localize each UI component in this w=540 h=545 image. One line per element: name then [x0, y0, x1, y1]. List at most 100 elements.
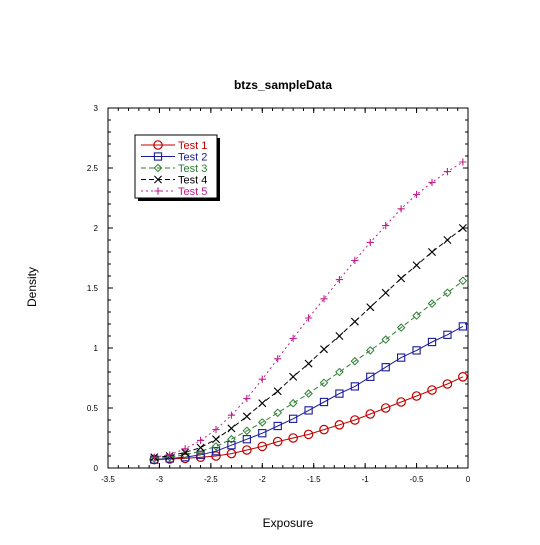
- data-point: [273, 421, 282, 431]
- data-point: [304, 359, 313, 368]
- legend-item: Test 4: [141, 175, 207, 187]
- y-tick-label: 2.5: [87, 164, 99, 173]
- data-point: [227, 424, 236, 433]
- legend-marker: [154, 187, 162, 195]
- x-tick-label: -0.5: [410, 475, 424, 484]
- chart-title: btzs_sampleData: [234, 78, 332, 92]
- data-point: [181, 445, 189, 453]
- data-point: [350, 415, 360, 425]
- y-tick-label: 3: [94, 104, 99, 113]
- data-point: [288, 433, 298, 443]
- data-point: [320, 345, 328, 354]
- data-point: [458, 322, 468, 331]
- legend-label: Test 1: [178, 140, 207, 152]
- series-2: [150, 322, 468, 464]
- data-point: [412, 190, 421, 198]
- series-line: [154, 376, 464, 461]
- data-point: [412, 311, 421, 320]
- data-point: [397, 274, 406, 283]
- y-tick-label: 0: [94, 464, 99, 473]
- data-point: [443, 330, 452, 339]
- data-point: [319, 378, 329, 388]
- legend-item: Test 3: [141, 163, 207, 175]
- data-point: [443, 236, 452, 244]
- y-tick-label: 2: [94, 224, 99, 233]
- data-point: [443, 288, 452, 298]
- data-point: [150, 453, 158, 461]
- x-tick-label: -3.5: [101, 475, 115, 484]
- data-point: [350, 317, 359, 326]
- data-point: [365, 409, 376, 419]
- data-point: [459, 158, 467, 166]
- data-point: [243, 394, 251, 402]
- y-axis-label: Density: [25, 267, 39, 307]
- data-point: [335, 367, 344, 377]
- data-point: [227, 434, 236, 444]
- data-point: [427, 385, 437, 395]
- data-point: [258, 429, 267, 438]
- data-point: [242, 445, 252, 455]
- data-point: [380, 403, 391, 413]
- data-point: [242, 435, 252, 444]
- data-point: [366, 238, 374, 246]
- data-point: [334, 419, 345, 430]
- y-tick-label: 1: [94, 344, 99, 353]
- data-point: [412, 261, 421, 270]
- legend-label: Test 4: [178, 175, 207, 187]
- data-point: [335, 276, 344, 284]
- data-point: [289, 334, 297, 342]
- y-tick-label: 0.5: [87, 404, 99, 413]
- data-point: [212, 435, 220, 444]
- data-point: [211, 447, 221, 456]
- data-point: [382, 222, 390, 230]
- data-point: [196, 436, 205, 444]
- data-point: [381, 288, 390, 297]
- data-point: [257, 418, 267, 427]
- data-point: [365, 346, 375, 355]
- data-point: [366, 303, 375, 312]
- legend-label: Test 2: [178, 152, 207, 164]
- x-tick-label: -3: [156, 475, 164, 484]
- axis-ticks: -3.5 -3 -2.5 -2 -1.5 -1 -0.5 0 0 0.5 1 1.5 2 2.5 3: [87, 104, 471, 484]
- data-point: [288, 398, 298, 408]
- data-point: [320, 295, 328, 303]
- data-point: [427, 337, 437, 347]
- data-point: [227, 441, 236, 450]
- data-point: [242, 426, 252, 436]
- data-point: [303, 429, 314, 440]
- data-point: [180, 453, 190, 464]
- data-point: [304, 389, 313, 398]
- x-tick-label: -1: [362, 475, 370, 484]
- data-point: [165, 452, 175, 462]
- series-line: [154, 325, 464, 461]
- data-point: [257, 441, 268, 452]
- series-line: [154, 161, 464, 458]
- data-point: [227, 411, 236, 419]
- data-point: [196, 450, 205, 459]
- data-point: [366, 372, 375, 381]
- data-point: [258, 399, 267, 408]
- data-point: [319, 424, 329, 435]
- data-point: [211, 451, 221, 461]
- series-5: [150, 158, 467, 461]
- data-point: [396, 353, 406, 362]
- data-point: [351, 256, 359, 264]
- data-point: [335, 332, 344, 340]
- data-point: [242, 412, 251, 421]
- data-point: [273, 387, 282, 396]
- legend-item: Test 2: [141, 152, 207, 164]
- series-line: [154, 227, 464, 458]
- data-point: [195, 452, 206, 462]
- data-point: [335, 389, 344, 398]
- x-tick-label: -1.5: [307, 475, 321, 484]
- data-point: [288, 414, 298, 423]
- data-point: [274, 355, 282, 363]
- data-point: [458, 224, 467, 232]
- data-point: [180, 453, 190, 462]
- series-layer: [149, 158, 468, 465]
- data-point: [319, 397, 329, 407]
- legend-label: Test 3: [178, 163, 207, 175]
